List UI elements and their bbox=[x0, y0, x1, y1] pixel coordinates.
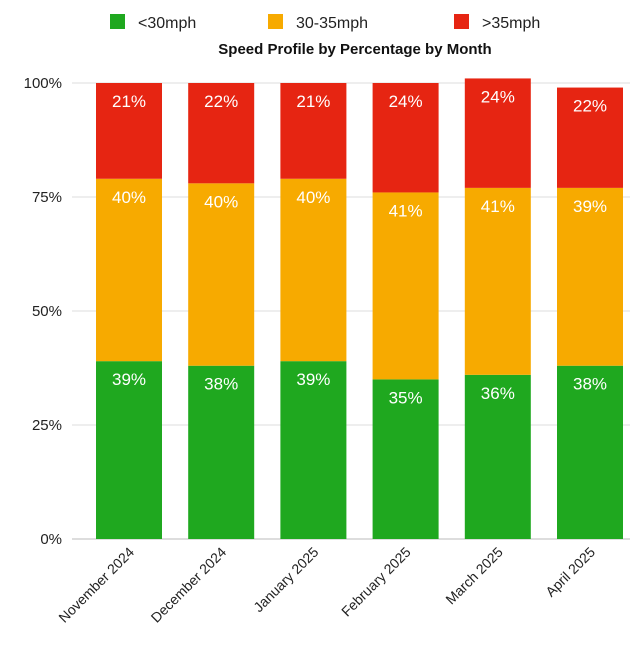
x-tick-label: February 2025 bbox=[338, 544, 414, 620]
gridlines bbox=[72, 82, 630, 540]
bar-segment bbox=[464, 78, 531, 188]
data-label: 36% bbox=[481, 384, 515, 403]
x-tick-label: January 2025 bbox=[250, 544, 321, 615]
data-label: 39% bbox=[112, 370, 146, 389]
data-label: 24% bbox=[481, 87, 515, 106]
x-tick-label: April 2025 bbox=[542, 544, 598, 600]
bar-segment bbox=[96, 361, 162, 539]
bar-segment bbox=[557, 365, 623, 539]
bar-segment bbox=[464, 187, 531, 375]
y-tick-label: 50% bbox=[32, 303, 62, 320]
data-label: 21% bbox=[296, 92, 330, 111]
data-label: 41% bbox=[389, 201, 423, 220]
bar-segment bbox=[96, 178, 162, 362]
bar-segment bbox=[188, 183, 255, 366]
data-label: 38% bbox=[204, 375, 238, 394]
bar-segment bbox=[372, 83, 439, 193]
bar-segment bbox=[188, 365, 255, 539]
bar-segment bbox=[280, 361, 347, 539]
legend-label: 30-35mph bbox=[296, 15, 368, 32]
data-label: 22% bbox=[204, 92, 238, 111]
bar-segment bbox=[372, 379, 439, 539]
bar-segment bbox=[372, 192, 439, 380]
data-label: 40% bbox=[296, 188, 330, 207]
y-tick-label: 75% bbox=[32, 189, 62, 206]
legend: <30mph 30-35mph >35mph bbox=[110, 14, 540, 32]
data-label: 35% bbox=[389, 388, 423, 407]
y-axis: 0% 25% 50% 75% 100% bbox=[24, 75, 62, 548]
legend-swatch bbox=[110, 14, 125, 29]
data-label: 22% bbox=[573, 97, 607, 116]
data-label: 41% bbox=[481, 197, 515, 216]
y-tick-label: 0% bbox=[40, 531, 62, 548]
legend-swatch bbox=[268, 14, 283, 29]
bar-segment bbox=[464, 374, 531, 539]
legend-label: <30mph bbox=[138, 15, 196, 32]
x-tick-label: November 2024 bbox=[55, 544, 137, 626]
bar-segment bbox=[557, 87, 623, 188]
bars: 39% 40% 21% 38% 40% 22% 39% 40% 21% 35% 41% 24% 36% 4… bbox=[96, 78, 623, 539]
bar-segment bbox=[280, 83, 347, 179]
legend-swatch bbox=[454, 14, 469, 29]
bar-segment bbox=[557, 187, 623, 366]
x-axis: November 2024 December 2024 January 2025 Fe… bbox=[55, 544, 598, 626]
data-label: 40% bbox=[112, 188, 146, 207]
data-label: 21% bbox=[112, 92, 146, 111]
data-label: 39% bbox=[573, 197, 607, 216]
x-tick-label: March 2025 bbox=[442, 544, 506, 608]
chart-title: Speed Profile by Percentage by Month bbox=[218, 41, 491, 58]
legend-label: >35mph bbox=[482, 15, 540, 32]
bar-segment bbox=[96, 83, 162, 179]
y-tick-label: 100% bbox=[24, 75, 62, 92]
x-tick-label: December 2024 bbox=[148, 544, 230, 626]
data-label: 40% bbox=[204, 192, 238, 211]
y-tick-label: 25% bbox=[32, 417, 62, 434]
bar-segment bbox=[188, 83, 255, 184]
data-label: 24% bbox=[389, 92, 423, 111]
data-label: 38% bbox=[573, 375, 607, 394]
data-label: 39% bbox=[296, 370, 330, 389]
bar-segment bbox=[280, 178, 347, 362]
